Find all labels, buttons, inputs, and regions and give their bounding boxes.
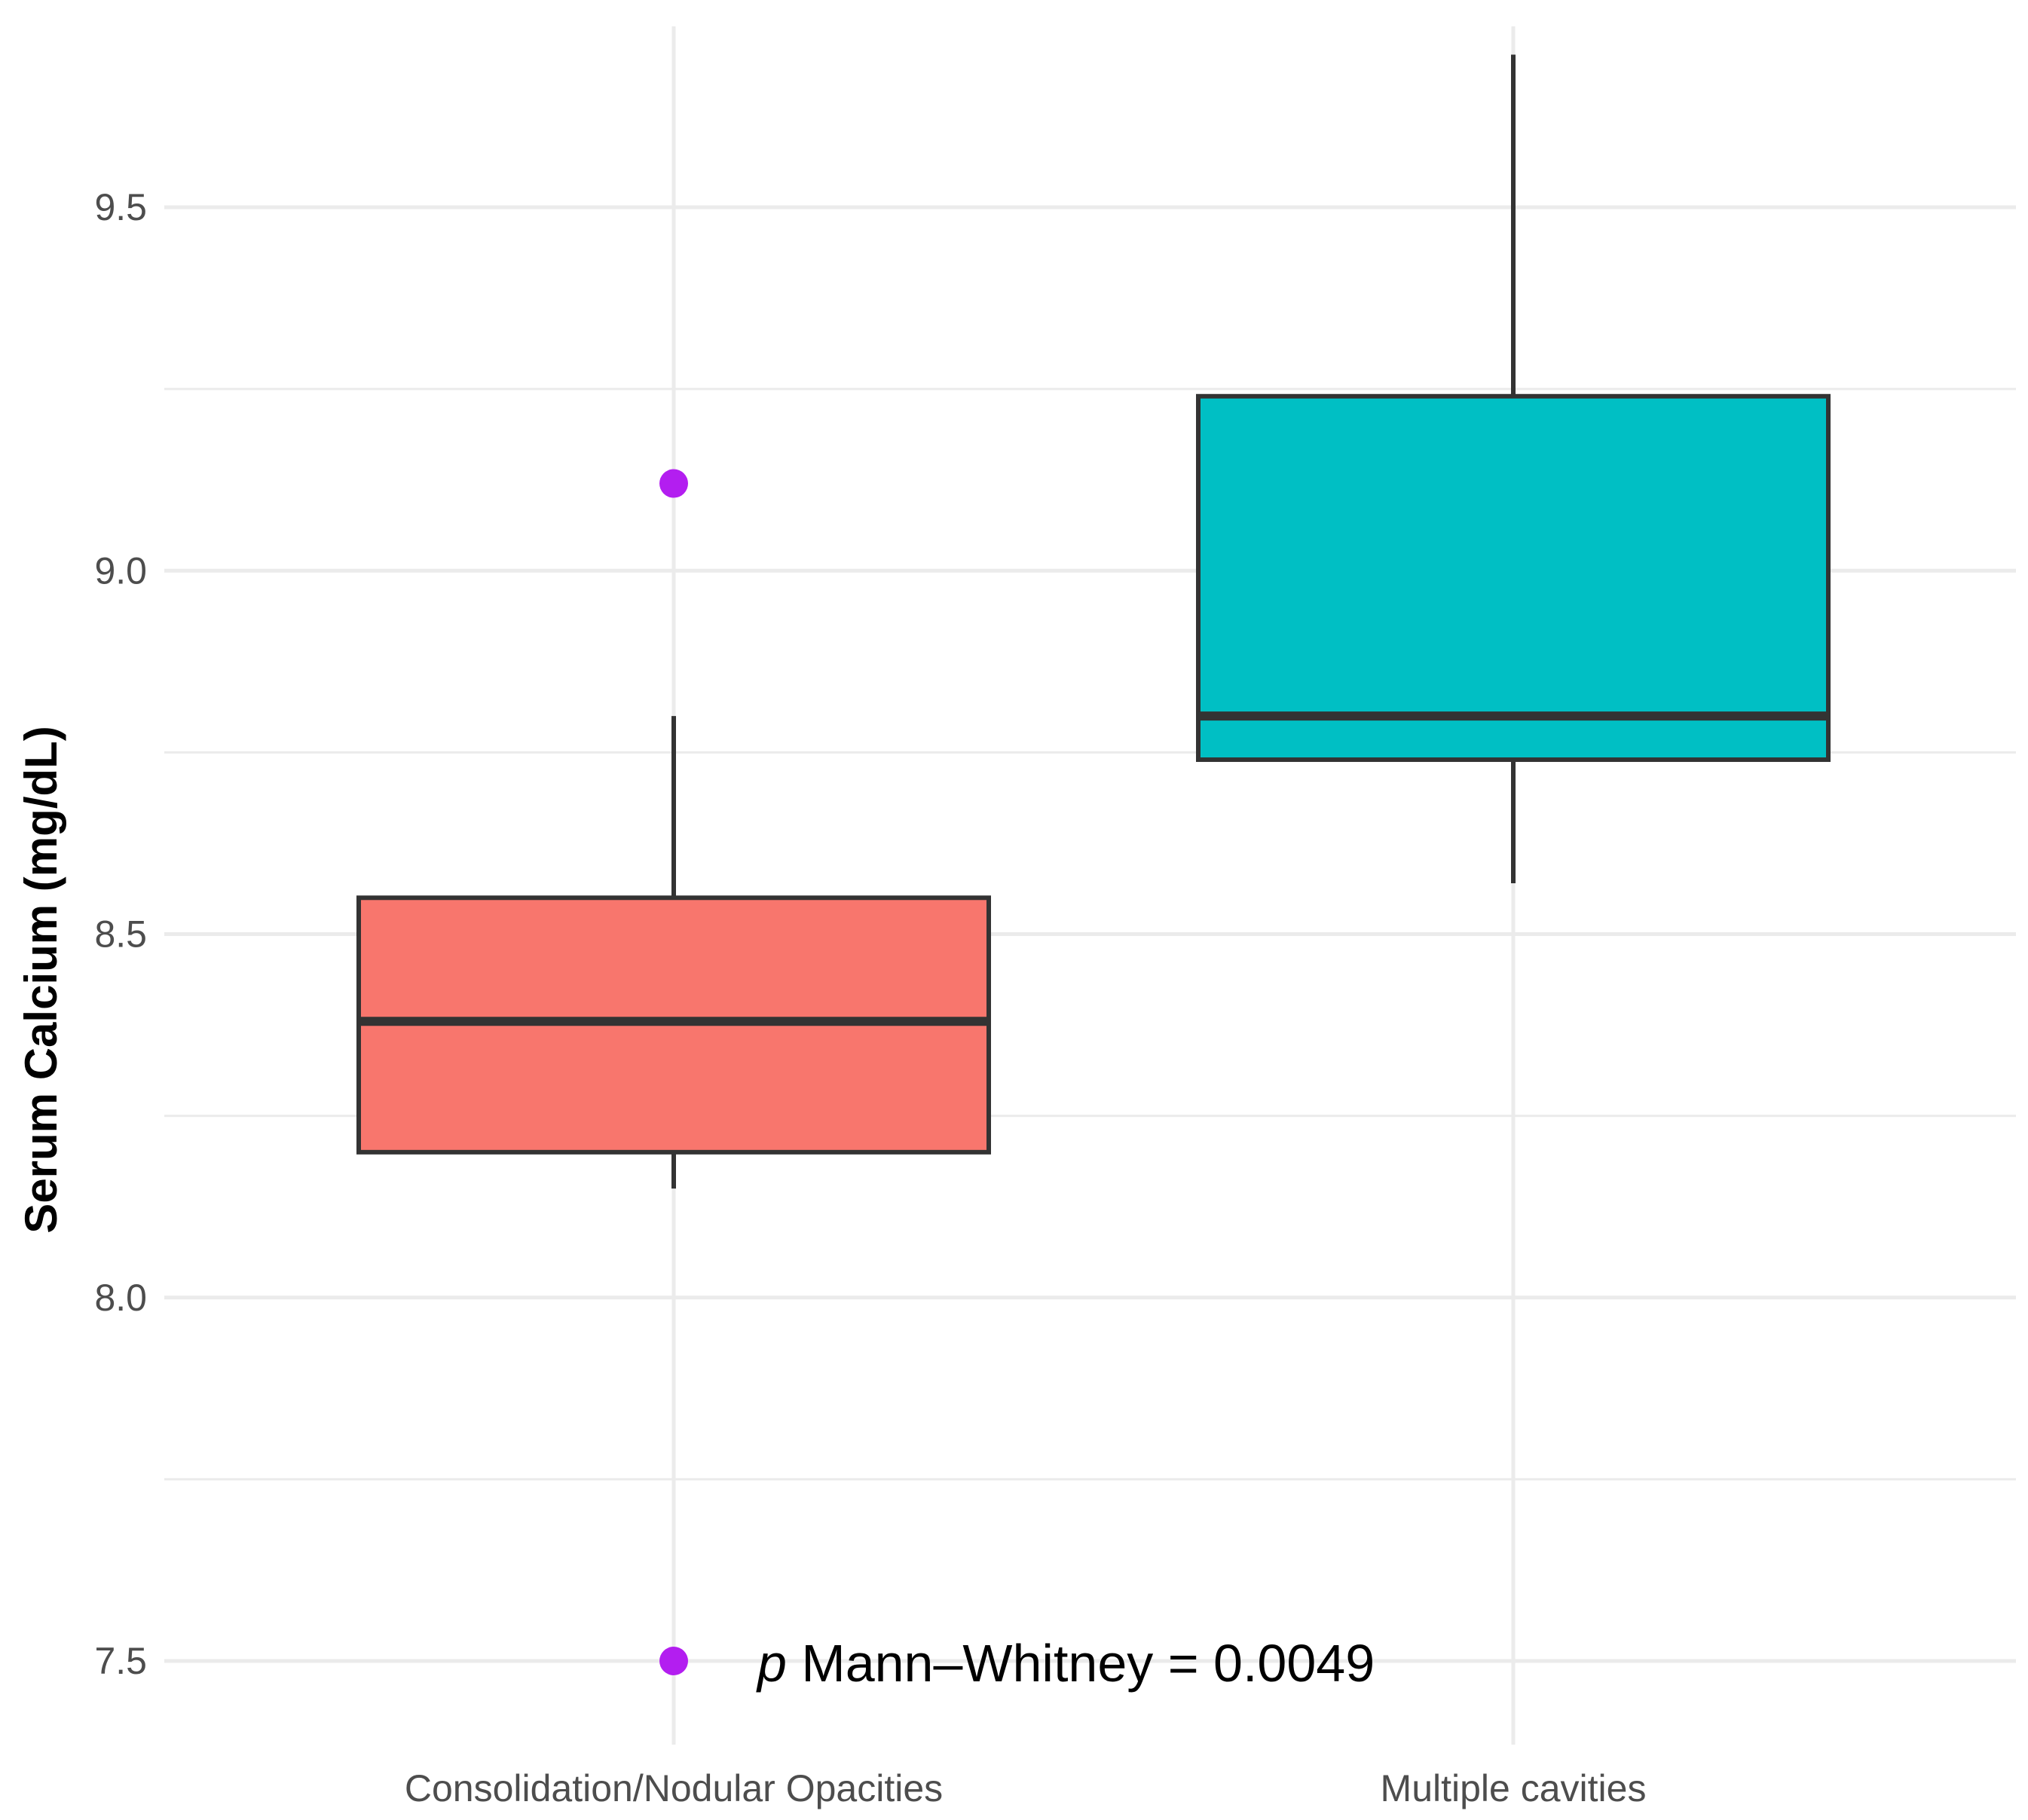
- p-value-annotation: p Mann–Whitney = 0.0049: [756, 1634, 1375, 1693]
- y-tick-label: 8.5: [94, 913, 147, 956]
- outlier-points: [659, 469, 688, 1675]
- x-tick-label: Multiple cavities: [1381, 1767, 1647, 1809]
- box-body: [1196, 393, 1831, 763]
- boxes: [356, 54, 1831, 1189]
- x-axis-tick-labels: Consolidation/Nodular Opacities Multiple …: [405, 1767, 1647, 1809]
- y-tick-label: 7.5: [94, 1640, 147, 1682]
- outlier-point: [659, 1647, 688, 1675]
- y-tick-label: 9.0: [94, 549, 147, 592]
- p-value-text: Mann–Whitney = 0.0049: [787, 1634, 1375, 1693]
- p-symbol: p: [756, 1634, 787, 1693]
- y-axis-tick-labels: 7.5 8.0 8.5 9.0 9.5: [94, 186, 147, 1682]
- outlier-point: [659, 469, 688, 498]
- y-tick-label: 9.5: [94, 186, 147, 228]
- box-2: [1196, 54, 1831, 883]
- x-gridlines: [671, 26, 1516, 1745]
- x-tick-label: Consolidation/Nodular Opacities: [405, 1767, 943, 1809]
- y-axis-title: Serum Calcium (mg/dL): [16, 726, 66, 1233]
- box-1: [356, 716, 991, 1189]
- y-tick-label: 8.0: [94, 1277, 147, 1319]
